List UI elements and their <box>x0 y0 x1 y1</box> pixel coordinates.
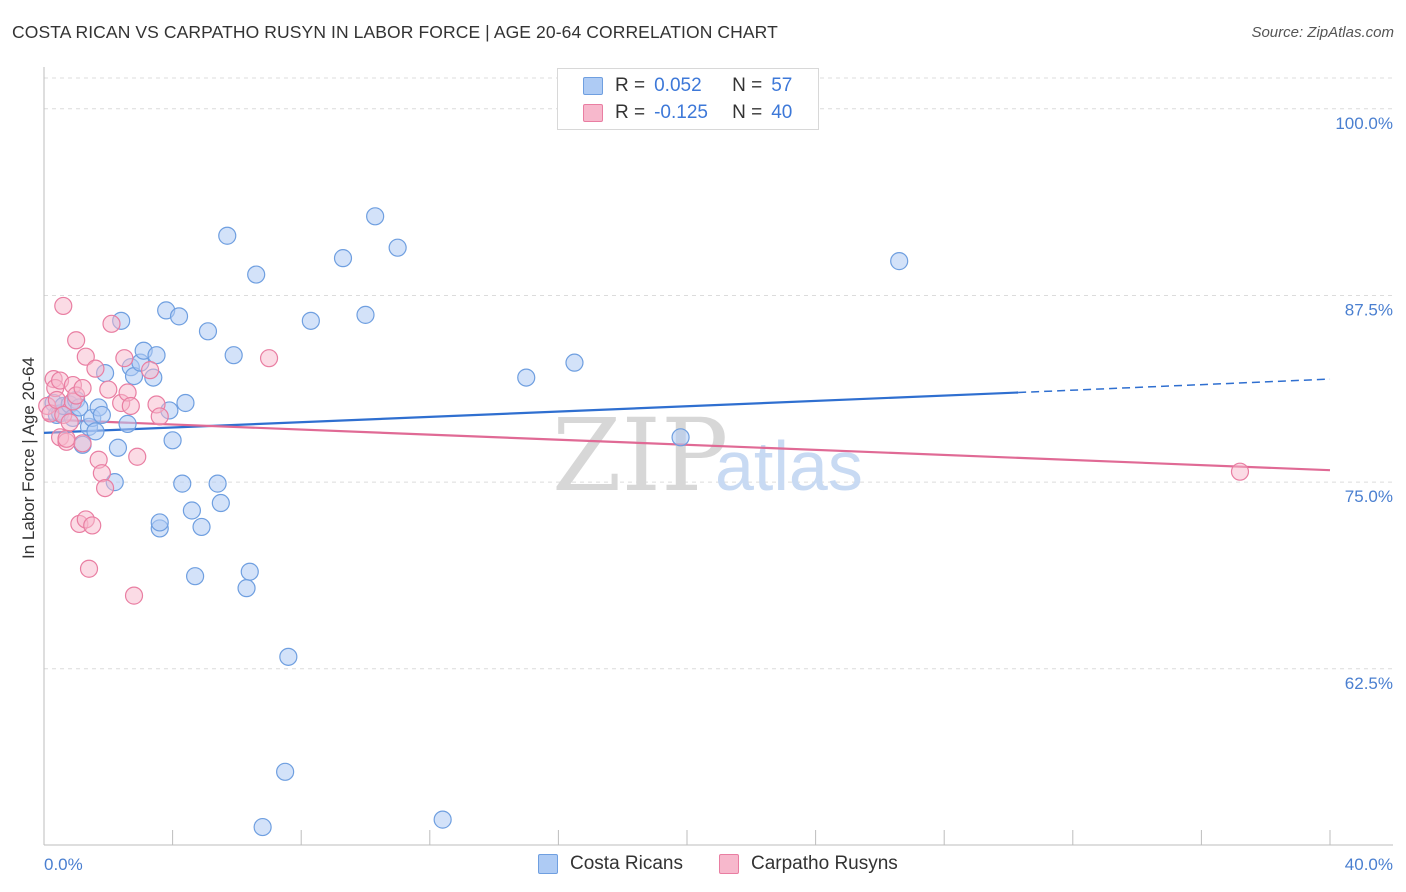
point-carpatho-rusyn <box>60 413 79 432</box>
point-costa-rican <box>108 438 128 457</box>
bottom-legend-label: Costa Ricans <box>570 853 683 874</box>
legend-n-value: 40 <box>771 102 793 123</box>
point-carpatho-rusyn <box>150 407 169 426</box>
point-costa-rican <box>169 307 189 326</box>
point-carpatho-rusyn <box>1230 462 1250 481</box>
legend-r-value: 0.052 <box>654 75 702 96</box>
points-costa-ricans <box>44 207 909 837</box>
trend-line-costa-ricans-extension <box>1018 378 1331 394</box>
point-costa-rican <box>366 207 385 226</box>
y-tick-label: 62.5% <box>1345 674 1393 693</box>
point-carpatho-rusyn <box>140 361 160 380</box>
point-carpatho-rusyn <box>83 516 102 535</box>
trend-lines <box>43 378 1331 472</box>
point-costa-rican <box>276 762 295 781</box>
point-costa-rican <box>150 513 169 532</box>
legend-r-label: R = <box>615 102 646 123</box>
point-costa-rican <box>279 647 298 666</box>
point-carpatho-rusyn <box>73 434 92 453</box>
point-costa-rican <box>192 517 211 537</box>
legend-r-value: -0.125 <box>654 102 708 123</box>
point-costa-rican <box>182 501 201 520</box>
legend-n-label: N = <box>732 102 763 123</box>
point-carpatho-rusyn <box>92 464 111 483</box>
point-costa-rican <box>198 322 218 341</box>
point-costa-rican <box>86 422 105 441</box>
point-carpatho-rusyn <box>67 331 86 350</box>
bottom-legend-swatch-pink <box>719 854 739 874</box>
point-costa-rican <box>240 562 259 581</box>
point-costa-rican <box>517 368 536 387</box>
trend-line-carpatho-rusyns <box>43 418 1331 472</box>
point-carpatho-rusyn <box>73 378 92 398</box>
point-carpatho-rusyn <box>115 349 134 368</box>
point-carpatho-rusyn <box>128 447 147 466</box>
point-costa-rican <box>333 249 353 268</box>
bottom-legend-costa-ricans: Costa Ricans <box>538 852 683 876</box>
watermark-atlas: atlas <box>715 427 863 505</box>
point-carpatho-rusyn <box>121 396 140 416</box>
point-costa-rican <box>118 414 137 433</box>
legend-swatch-pink <box>583 104 603 122</box>
axes <box>43 67 1393 846</box>
chart-title: COSTA RICAN VS CARPATHO RUSYN IN LABOR F… <box>12 22 778 42</box>
point-costa-rican <box>224 346 243 365</box>
axis-labels: 62.5% 75.0% 87.5% 100.0% 0.0% 40.0% In Labor F… <box>19 114 1393 874</box>
bottom-legend-label: Carpatho Rusyns <box>751 853 898 874</box>
watermark-zip: ZIP <box>552 397 728 514</box>
correlation-legend: R = 0.052 N = 57 R = -0.125 N = 40 <box>557 68 819 130</box>
point-carpatho-rusyn <box>57 429 76 448</box>
point-costa-rican <box>176 393 195 413</box>
point-costa-rican <box>237 579 256 598</box>
legend-n-label: N = <box>732 75 763 96</box>
point-costa-rican <box>186 567 205 586</box>
y-axis-label: In Labor Force | Age 20-64 <box>19 357 38 559</box>
legend-row-carpatho-rusyns: R = -0.125 N = 40 <box>583 101 793 125</box>
legend-swatch-blue <box>583 77 603 95</box>
point-carpatho-rusyn <box>124 586 144 605</box>
x-tick-label: 0.0% <box>44 855 83 874</box>
point-costa-rican <box>163 431 182 450</box>
point-costa-rican <box>388 238 407 257</box>
point-costa-rican <box>253 817 272 837</box>
point-costa-rican <box>301 311 320 330</box>
point-costa-rican <box>173 474 192 493</box>
y-tick-label: 75.0% <box>1345 487 1393 506</box>
point-costa-rican <box>247 265 266 284</box>
bottom-legend-swatch-blue <box>538 854 558 874</box>
legend-row-costa-ricans: R = 0.052 N = 57 <box>583 74 793 98</box>
point-costa-rican <box>208 474 227 493</box>
y-tick-label: 87.5% <box>1345 300 1393 319</box>
point-costa-rican <box>890 252 909 271</box>
x-tick-label: 40.0% <box>1345 855 1393 874</box>
point-carpatho-rusyn <box>95 478 115 498</box>
point-carpatho-rusyn <box>54 296 73 316</box>
point-carpatho-rusyn <box>102 314 121 333</box>
point-costa-rican <box>433 810 452 829</box>
point-carpatho-rusyn <box>259 349 279 368</box>
point-costa-rican <box>671 428 690 447</box>
y-tick-label: 100.0% <box>1335 114 1393 133</box>
legend-r-label: R = <box>615 75 646 96</box>
point-carpatho-rusyn <box>76 347 95 366</box>
point-costa-rican <box>92 405 111 425</box>
point-costa-rican <box>218 226 237 245</box>
point-carpatho-rusyn <box>79 559 99 578</box>
point-carpatho-rusyn <box>86 359 105 378</box>
points-carpatho-rusyns <box>38 296 1250 605</box>
point-costa-rican <box>356 305 375 324</box>
point-carpatho-rusyn <box>99 380 118 399</box>
point-costa-rican <box>565 353 584 372</box>
bottom-legend-carpatho-rusyns: Carpatho Rusyns <box>719 852 898 876</box>
watermark: ZIP atlas <box>552 397 863 514</box>
point-costa-rican <box>211 493 230 513</box>
legend-n-value: 57 <box>771 75 793 96</box>
source-credit: Source: ZipAtlas.com <box>1251 24 1394 41</box>
